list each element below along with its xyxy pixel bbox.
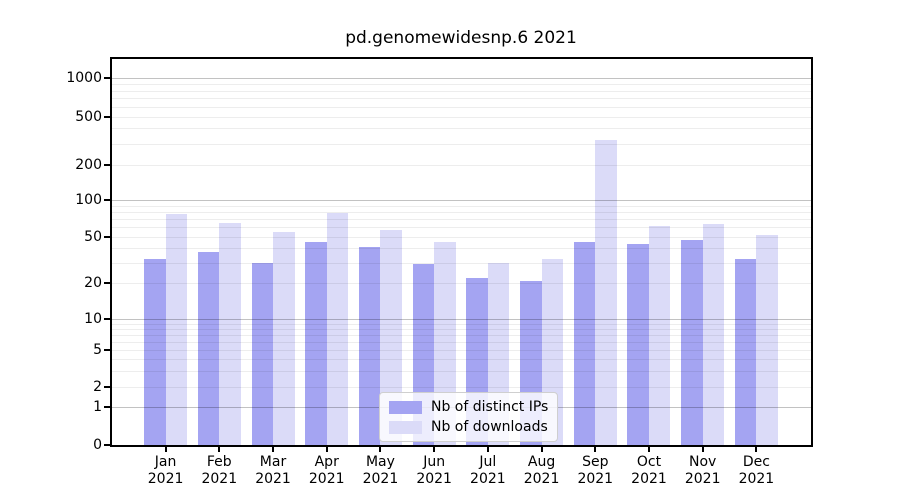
gridline-minor-90 <box>112 205 811 207</box>
legend-label-distinct-ips: Nb of distinct IPs <box>431 399 549 415</box>
x-tick-label-jun: Jun 2021 <box>416 454 452 487</box>
bar-distinct-ips-nov <box>681 239 703 445</box>
gridline-minor-600 <box>112 106 811 108</box>
plot-area: Nb of distinct IPs Nb of downloads <box>112 59 811 445</box>
bar-distinct-ips-may <box>358 246 381 445</box>
x-tick-label-feb: Feb 2021 <box>201 454 238 487</box>
x-tick-label-oct: Oct 2021 <box>631 454 667 487</box>
x-tick-label-nov: Nov 2021 <box>684 454 721 487</box>
y-tick-mark-1000 <box>104 77 110 80</box>
y-tick-label-500: 500 <box>75 108 102 125</box>
bar-distinct-ips-apr <box>305 242 327 445</box>
y-tick-label-1000: 1000 <box>66 70 102 87</box>
x-tick-mark-jun <box>433 447 436 452</box>
bar-distinct-ips-oct <box>627 244 649 445</box>
bar-downloads-may <box>380 229 402 445</box>
bar-downloads-dec <box>756 234 778 445</box>
y-tick-label-5: 5 <box>93 342 102 358</box>
y-tick-label-1: 1 <box>93 399 102 416</box>
gridline-major-100 <box>112 200 811 201</box>
x-tick-label-dec: Dec 2021 <box>738 454 775 487</box>
x-tick-label-sep: Sep 2021 <box>577 454 614 487</box>
x-tick-mark-feb <box>218 447 221 452</box>
gridline-minor-700 <box>112 98 811 100</box>
y-tick-mark-100 <box>104 199 110 201</box>
y-tick-mark-50 <box>104 235 110 238</box>
x-tick-label-jul: Jul 2021 <box>470 454 506 487</box>
legend-swatch-downloads <box>389 420 422 434</box>
bar-distinct-ips-jan <box>144 259 166 445</box>
gridline-minor-200 <box>112 164 811 166</box>
x-tick-mark-jul <box>486 447 489 452</box>
legend-label-downloads: Nb of downloads <box>431 419 548 435</box>
x-tick-mark-dec <box>755 447 758 452</box>
x-tick-mark-apr <box>325 447 328 452</box>
gridline-major-1000 <box>112 78 811 80</box>
y-tick-label-0: 0 <box>93 437 102 453</box>
y-tick-label-100: 100 <box>75 192 102 208</box>
x-tick-mark-oct <box>647 447 650 452</box>
x-tick-label-may: May 2021 <box>362 454 399 487</box>
bar-distinct-ips-sep <box>573 242 596 445</box>
x-tick-mark-jan <box>164 447 167 452</box>
bar-distinct-ips-mar <box>251 262 274 445</box>
bar-downloads-sep <box>595 140 617 445</box>
y-tick-label-200: 200 <box>75 156 102 173</box>
y-tick-label-20: 20 <box>84 274 102 291</box>
bar-downloads-jan <box>165 213 188 445</box>
y-tick-mark-2 <box>104 386 110 389</box>
y-tick-mark-20 <box>104 281 110 284</box>
legend-row-downloads: Nb of downloads <box>389 419 548 435</box>
x-tick-label-apr: Apr 2021 <box>308 454 345 487</box>
x-tick-mark-aug <box>540 447 543 452</box>
gridline-minor-500 <box>112 116 811 118</box>
gridline-minor-900 <box>112 84 811 86</box>
gridline-minor-300 <box>112 143 811 145</box>
bar-downloads-nov <box>702 223 725 445</box>
y-tick-mark-500 <box>104 115 110 118</box>
gridline-minor-400 <box>112 128 811 130</box>
y-tick-mark-10 <box>104 318 110 320</box>
y-tick-label-50: 50 <box>84 228 102 245</box>
gridline-minor-800 <box>112 90 811 92</box>
x-tick-label-jan: Jan 2021 <box>147 454 184 487</box>
plot-frame: Nb of distinct IPs Nb of downloads <box>110 57 813 447</box>
y-tick-label-2: 2 <box>93 379 102 396</box>
x-tick-mark-mar <box>272 447 275 452</box>
y-tick-mark-1 <box>104 406 110 409</box>
bar-downloads-oct <box>648 226 671 445</box>
y-tick-mark-200 <box>104 163 110 166</box>
x-tick-mark-sep <box>594 447 597 452</box>
chart-title: pd.genomewidesnp.6 2021 <box>345 28 577 48</box>
gridline-minor-70 <box>112 218 811 220</box>
x-tick-label-aug: Aug 2021 <box>523 454 560 487</box>
y-tick-label-10: 10 <box>84 311 102 327</box>
legend-row-distinct-ips: Nb of distinct IPs <box>389 399 548 415</box>
bar-downloads-apr <box>326 212 349 445</box>
y-tick-mark-5 <box>104 349 110 351</box>
bar-downloads-feb <box>219 222 241 445</box>
x-tick-label-mar: Mar 2021 <box>255 454 291 487</box>
bar-distinct-ips-dec <box>734 259 757 445</box>
legend-swatch-distinct-ips <box>389 400 422 414</box>
bar-distinct-ips-feb <box>197 251 220 445</box>
bar-downloads-mar <box>273 231 295 445</box>
gridline-minor-80 <box>112 211 811 213</box>
y-tick-mark-0 <box>104 444 110 446</box>
legend: Nb of distinct IPs Nb of downloads <box>379 392 559 442</box>
x-tick-mark-nov <box>701 447 704 452</box>
x-tick-mark-may <box>379 447 382 452</box>
